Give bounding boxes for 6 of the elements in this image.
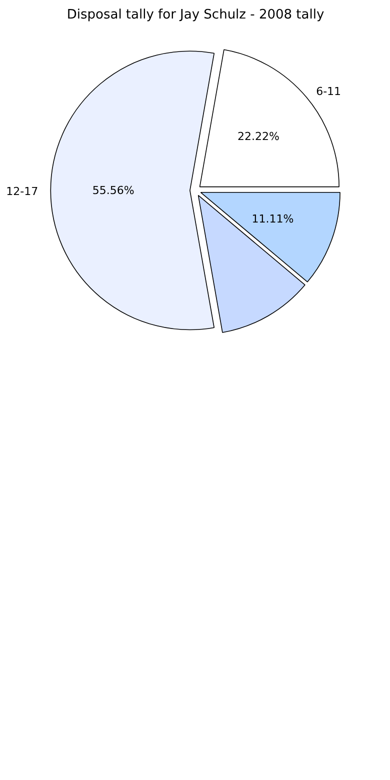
chart-title: Disposal tally for Jay Schulz - 2008 tally (66, 8, 324, 22)
data-label: 55.56% (92, 184, 134, 197)
data-label: 22.22% (237, 130, 280, 144)
slice-label: 12-17 (6, 184, 38, 198)
data-label: 11.11% (252, 212, 294, 226)
slice-label: 6-11 (316, 84, 342, 98)
